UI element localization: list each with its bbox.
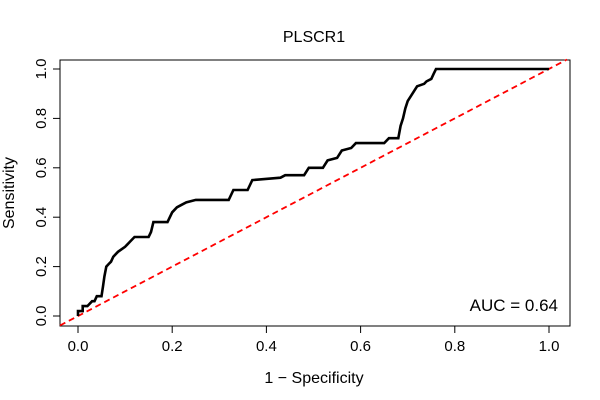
x-axis: 0.0 0.2 0.4 0.6 0.8 1.0 — [68, 325, 560, 355]
x-tick-label: 0.8 — [444, 338, 465, 355]
y-tick-label: 0.0 — [33, 306, 50, 327]
x-tick-label: 0.6 — [350, 338, 371, 355]
plot-frame — [59, 59, 571, 327]
x-tick-label: 0.2 — [162, 338, 183, 355]
y-tick-label: 0.6 — [33, 157, 50, 178]
chart-title: PLSCR1 — [283, 29, 345, 46]
x-tick-label: 0.0 — [68, 338, 89, 355]
x-tick-label: 0.4 — [256, 338, 277, 355]
y-tick-label: 0.8 — [33, 108, 50, 129]
roc-curve — [76, 67, 549, 316]
y-axis-title: Sensitivity — [1, 157, 18, 229]
y-tick-label: 1.0 — [33, 59, 50, 80]
x-tick-label: 1.0 — [539, 338, 560, 355]
y-tick-label: 0.2 — [33, 256, 50, 277]
x-axis-title: 1 − Specificity — [264, 370, 363, 387]
auc-annotation: AUC = 0.64 — [470, 296, 558, 315]
reference-diagonal-line — [59, 58, 568, 327]
y-tick-label: 0.4 — [33, 207, 50, 228]
plot-area — [59, 58, 568, 327]
y-axis: 0.0 0.2 0.4 0.6 0.8 1.0 — [33, 59, 61, 327]
